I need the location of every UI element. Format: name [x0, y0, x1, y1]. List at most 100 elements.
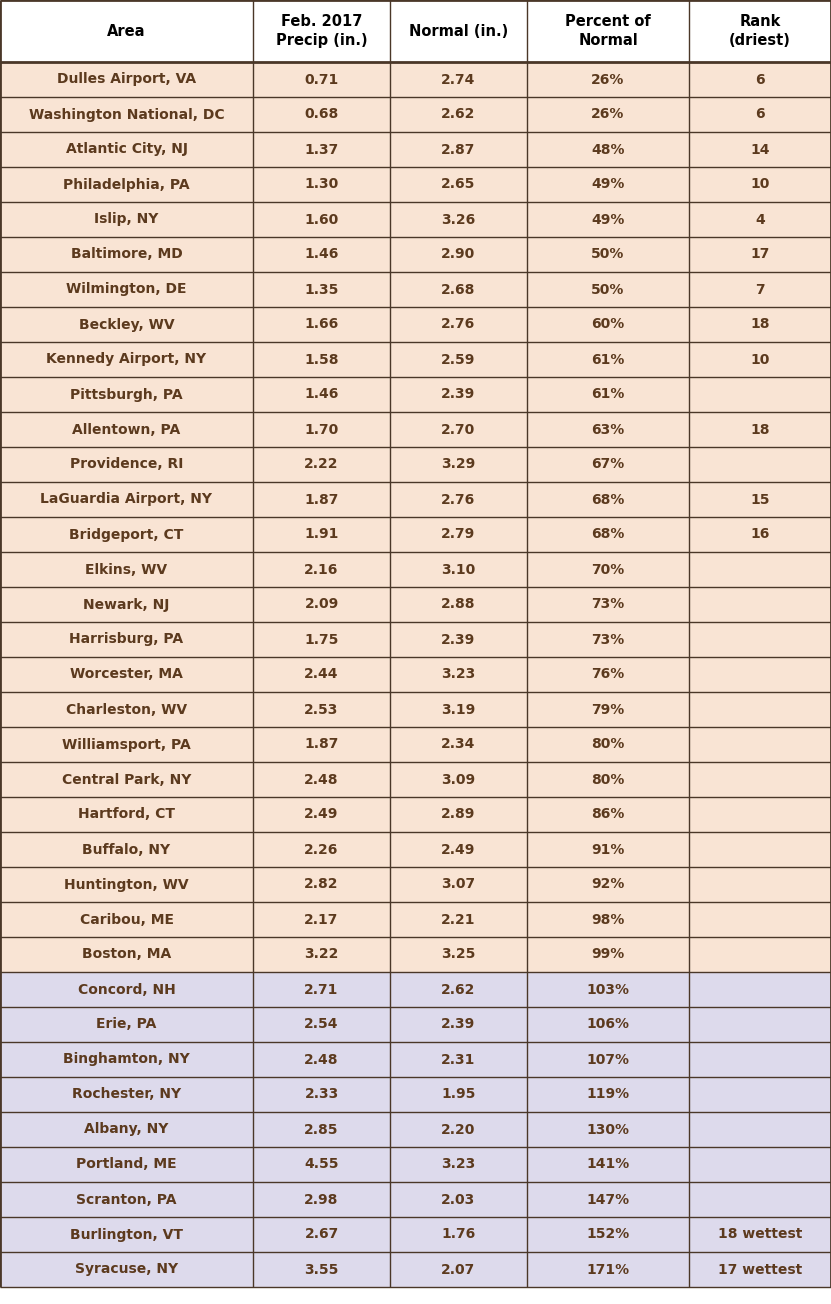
- Text: 92%: 92%: [592, 878, 625, 892]
- Bar: [0, 1112, 831, 1148]
- Text: Williamsport, PA: Williamsport, PA: [62, 738, 191, 751]
- Text: 2.48: 2.48: [304, 772, 339, 786]
- Text: 2.71: 2.71: [304, 982, 339, 996]
- Text: 2.85: 2.85: [304, 1123, 339, 1137]
- Text: Allentown, PA: Allentown, PA: [72, 422, 180, 437]
- Text: 2.76: 2.76: [441, 317, 475, 331]
- Text: 18 wettest: 18 wettest: [718, 1227, 802, 1241]
- Text: 18: 18: [750, 317, 770, 331]
- Text: 50%: 50%: [592, 283, 625, 296]
- Text: 147%: 147%: [587, 1192, 630, 1206]
- Text: 1.60: 1.60: [304, 213, 338, 227]
- Text: 2.44: 2.44: [304, 668, 339, 682]
- Text: 68%: 68%: [592, 528, 625, 541]
- Text: 2.79: 2.79: [441, 528, 475, 541]
- Text: 2.48: 2.48: [304, 1052, 339, 1067]
- Text: 2.31: 2.31: [441, 1052, 475, 1067]
- Text: 49%: 49%: [592, 177, 625, 192]
- Text: 2.33: 2.33: [304, 1088, 338, 1102]
- Text: 152%: 152%: [587, 1227, 630, 1241]
- Bar: [0, 657, 831, 692]
- Text: Washington National, DC: Washington National, DC: [29, 107, 224, 121]
- Text: 3.29: 3.29: [441, 458, 475, 472]
- Text: Albany, NY: Albany, NY: [84, 1123, 169, 1137]
- Text: Philadelphia, PA: Philadelphia, PA: [63, 177, 189, 192]
- Text: 130%: 130%: [587, 1123, 630, 1137]
- Text: 1.91: 1.91: [304, 528, 339, 541]
- Text: Feb. 2017
Precip (in.): Feb. 2017 Precip (in.): [276, 14, 367, 48]
- Text: 2.70: 2.70: [441, 422, 475, 437]
- Text: 80%: 80%: [592, 738, 625, 751]
- Text: 70%: 70%: [592, 562, 625, 576]
- Text: 1.58: 1.58: [304, 352, 339, 366]
- Bar: [0, 971, 831, 1007]
- Text: 1.87: 1.87: [304, 493, 339, 506]
- Text: 67%: 67%: [592, 458, 625, 472]
- Text: 3.07: 3.07: [441, 878, 475, 892]
- Text: Beckley, WV: Beckley, WV: [79, 317, 175, 331]
- Text: Erie, PA: Erie, PA: [96, 1017, 157, 1031]
- Text: 1.75: 1.75: [304, 632, 339, 647]
- Bar: [0, 96, 831, 132]
- Text: 2.59: 2.59: [441, 352, 475, 366]
- Text: 86%: 86%: [592, 807, 625, 822]
- Text: 2.98: 2.98: [304, 1192, 339, 1206]
- Text: Worcester, MA: Worcester, MA: [70, 668, 183, 682]
- Bar: [0, 832, 831, 867]
- Text: 2.68: 2.68: [441, 283, 475, 296]
- Bar: [0, 377, 831, 412]
- Text: Buffalo, NY: Buffalo, NY: [82, 842, 170, 857]
- Text: 3.26: 3.26: [441, 213, 475, 227]
- Text: Percent of
Normal: Percent of Normal: [565, 14, 651, 48]
- Text: Boston, MA: Boston, MA: [82, 948, 171, 961]
- Bar: [0, 1077, 831, 1112]
- Text: 6: 6: [755, 107, 765, 121]
- Text: 26%: 26%: [592, 107, 625, 121]
- Text: 2.09: 2.09: [304, 597, 338, 612]
- Bar: [0, 902, 831, 938]
- Text: 2.39: 2.39: [441, 632, 475, 647]
- Text: 3.10: 3.10: [441, 562, 475, 576]
- Bar: [0, 342, 831, 377]
- Text: 1.46: 1.46: [304, 387, 339, 402]
- Text: 15: 15: [750, 493, 770, 506]
- Bar: [0, 1252, 831, 1287]
- Text: 1.30: 1.30: [304, 177, 338, 192]
- Text: 2.90: 2.90: [441, 248, 475, 262]
- Text: Providence, RI: Providence, RI: [70, 458, 183, 472]
- Text: 0.71: 0.71: [304, 73, 338, 86]
- Text: 2.07: 2.07: [441, 1262, 475, 1277]
- Text: 2.76: 2.76: [441, 493, 475, 506]
- Text: 2.22: 2.22: [304, 458, 339, 472]
- Text: 1.70: 1.70: [304, 422, 338, 437]
- Text: 99%: 99%: [592, 948, 625, 961]
- Text: 50%: 50%: [592, 248, 625, 262]
- Text: 91%: 91%: [592, 842, 625, 857]
- Text: Area: Area: [107, 23, 145, 39]
- Text: Burlington, VT: Burlington, VT: [70, 1227, 183, 1241]
- Text: 2.88: 2.88: [441, 597, 476, 612]
- Text: 2.49: 2.49: [441, 842, 475, 857]
- Bar: [0, 306, 831, 342]
- Text: 4.55: 4.55: [304, 1158, 339, 1171]
- Text: 1.37: 1.37: [304, 142, 338, 156]
- Text: 1.87: 1.87: [304, 738, 339, 751]
- Text: 73%: 73%: [592, 597, 625, 612]
- Text: 7: 7: [755, 283, 765, 296]
- Bar: [0, 728, 831, 762]
- Text: Wilmington, DE: Wilmington, DE: [66, 283, 187, 296]
- Text: 2.62: 2.62: [441, 982, 475, 996]
- Bar: [0, 622, 831, 657]
- Text: Kennedy Airport, NY: Kennedy Airport, NY: [47, 352, 207, 366]
- Text: 1.66: 1.66: [304, 317, 338, 331]
- Text: 18: 18: [750, 422, 770, 437]
- Bar: [0, 1007, 831, 1042]
- Text: 14: 14: [750, 142, 770, 156]
- Text: Newark, NJ: Newark, NJ: [83, 597, 170, 612]
- Text: 1.46: 1.46: [304, 248, 339, 262]
- Bar: [0, 237, 831, 273]
- Text: 3.23: 3.23: [441, 1158, 475, 1171]
- Bar: [0, 167, 831, 202]
- Bar: [0, 412, 831, 447]
- Text: 1.95: 1.95: [441, 1088, 475, 1102]
